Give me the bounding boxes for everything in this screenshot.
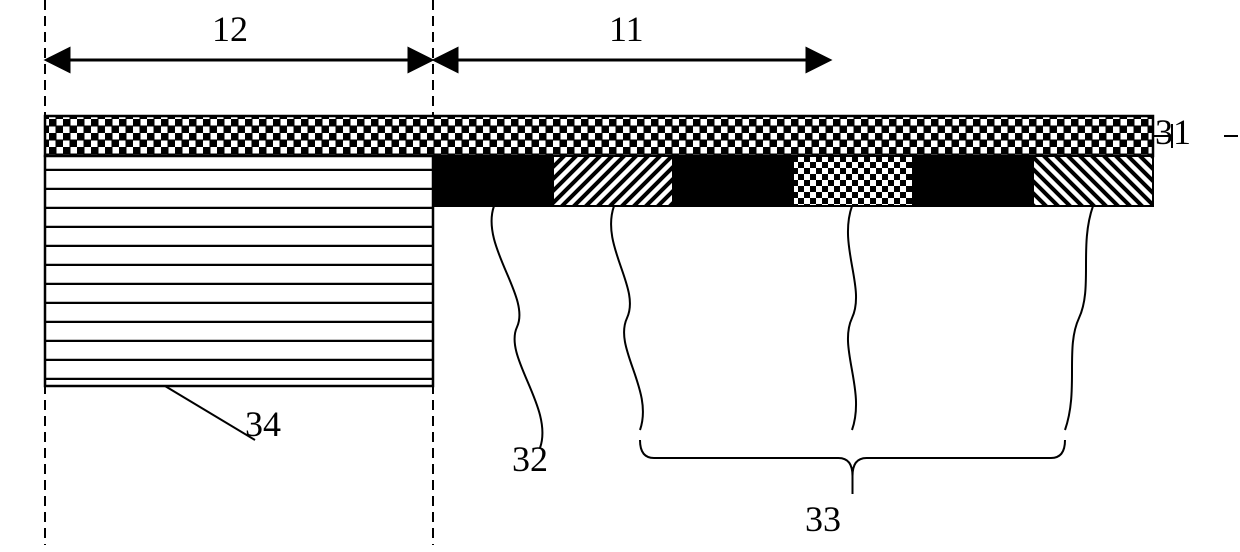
diagram-svg xyxy=(0,0,1240,552)
label-stack-34: 34 xyxy=(245,403,281,445)
pixel-row xyxy=(433,156,1153,206)
label-layer-31: 31 xyxy=(1155,111,1191,153)
stack-34 xyxy=(45,156,433,386)
label-bm-32: 32 xyxy=(512,438,548,480)
label-filters-33: 33 xyxy=(805,498,841,540)
label-region-12: 12 xyxy=(212,8,248,50)
top-layer-31 xyxy=(45,116,1153,156)
label-region-11: 11 xyxy=(609,8,644,50)
